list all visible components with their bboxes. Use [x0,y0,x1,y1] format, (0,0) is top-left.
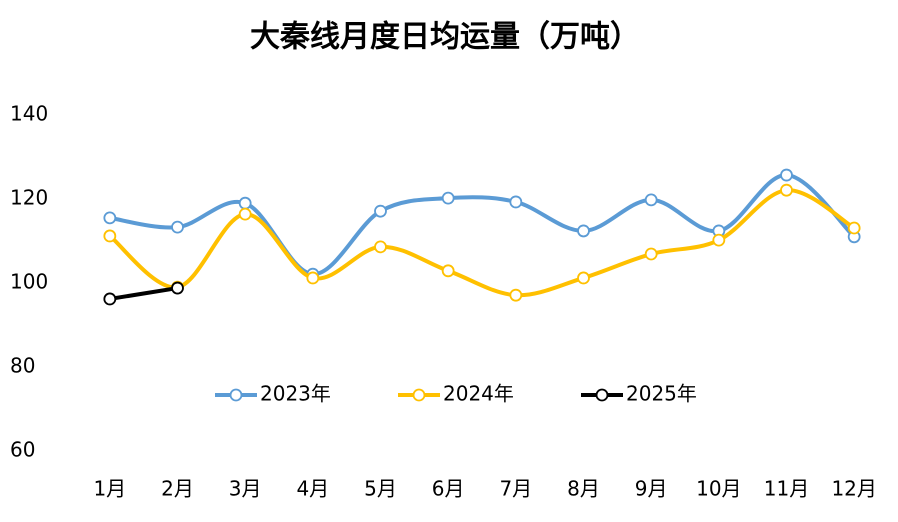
x-tick-label: 2月 [161,477,194,501]
point-marker [441,264,455,278]
chart-title: 大秦线月度日均运量（万吨） [250,20,640,55]
legend-label: 2025年 [626,382,697,406]
x-tick-label: 1月 [93,477,126,501]
point-marker [238,196,252,210]
point-marker [103,229,117,243]
point-marker [712,233,726,247]
point-marker [577,271,590,285]
point-marker [780,183,793,197]
x-tick-label: 11月 [764,477,809,501]
point-marker [509,288,523,302]
point-marker [644,193,658,207]
point-marker [103,211,117,225]
legend-label: 2023年 [260,382,331,406]
point-marker [171,281,184,295]
series-line [107,188,857,298]
point-marker [780,168,793,182]
y-tick-label: 120 [10,186,48,210]
point-marker [847,221,861,235]
x-tick-label: 7月 [499,477,532,501]
point-marker [577,224,590,238]
y-tick-label: 100 [10,270,48,294]
x-tick-label: 6月 [432,477,465,501]
point-marker [509,195,523,209]
legend-marker [229,388,243,402]
point-marker [103,292,117,306]
legend-label: 2024年 [443,382,514,406]
x-tick-label: 4月 [296,477,329,501]
series-line [107,173,857,277]
x-tick-label: 5月 [364,477,397,501]
legend-marker [595,388,609,402]
y-tick-label: 140 [10,102,48,126]
x-tick-label: 10月 [696,477,741,501]
x-tick-label: 3月 [229,477,262,501]
x-tick-label: 9月 [635,477,668,501]
legend-marker [412,388,426,402]
x-tick-label: 12月 [831,477,876,501]
x-tick-label: 8月 [567,477,600,501]
point-marker [374,204,387,218]
point-marker [644,247,658,261]
point-marker [238,207,252,221]
point-marker [306,271,320,285]
point-marker [171,220,184,234]
series-line [107,286,180,301]
point-marker [441,191,455,205]
point-marker [374,240,387,254]
y-tick-label: 60 [10,438,35,462]
y-tick-label: 80 [10,354,35,378]
